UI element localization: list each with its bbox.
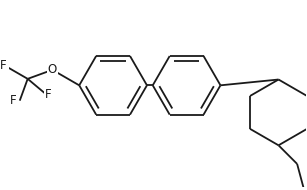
Text: F: F: [0, 59, 6, 72]
Text: F: F: [10, 94, 16, 107]
Text: F: F: [45, 88, 52, 101]
Text: O: O: [48, 63, 57, 76]
